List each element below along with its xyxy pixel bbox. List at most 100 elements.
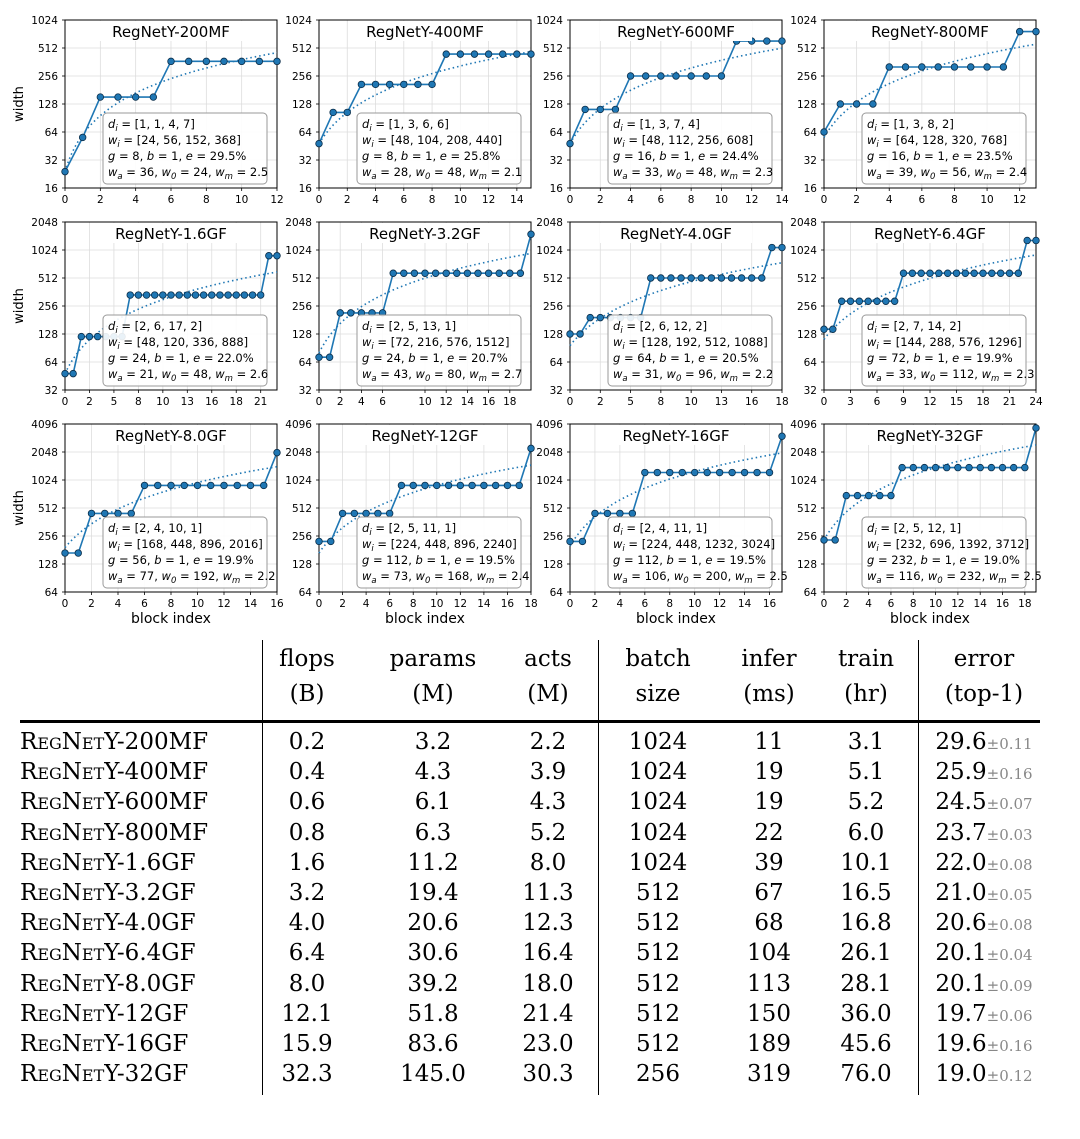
data-point [499,51,506,58]
y-tick-label: 32 [45,155,58,167]
y-tick-label: 1024 [536,475,563,487]
x-tick-label: 14 [477,598,491,610]
data-point [597,106,604,113]
column-separator [262,640,263,1095]
data-point [821,537,828,544]
data-point [999,464,1006,471]
x-tick-label: 2 [597,396,604,408]
y-tick-label: 64 [550,127,564,139]
data-point [504,482,511,489]
data-point [962,270,969,277]
y-tick-label: 128 [797,559,817,571]
data-point [208,292,215,299]
y-tick-label: 1024 [31,245,58,257]
y-tick-label: 512 [543,43,563,55]
model-name: RegNetY-200MF [20,727,208,757]
data-point [386,510,393,517]
x-axis-label: block index [131,611,211,627]
data-point [658,275,665,282]
y-tick-label: 32 [299,385,312,397]
x-tick-label: 0 [316,598,323,610]
error-std: ±0.05 [987,886,1033,904]
data-point [256,58,263,65]
data-point [951,64,958,71]
data-point [759,275,766,282]
error-std: ±0.03 [987,826,1033,844]
data-point [847,298,854,305]
data-point [1000,64,1007,71]
chart-panel: 641282565121024204840960 2 4 6 8 10 12 14 16RegN… [536,419,788,627]
x-tick-label: 0 [62,194,69,206]
data-point [94,333,101,340]
y-tick-label: 256 [543,531,563,543]
y-tick-label: 128 [38,329,58,341]
data-point [718,73,725,80]
data-point [654,469,661,476]
error-value: 22.0 [935,850,986,876]
y-tick-label: 512 [292,273,312,285]
data-point [910,464,917,471]
data-point [821,129,828,136]
data-point [274,58,281,65]
data-point [485,270,492,277]
data-point [980,270,987,277]
model-name: RegNetY-3.2GF [20,878,196,908]
x-tick-label: 10 [980,194,993,206]
data-point [668,275,675,282]
x-tick-label: 6 [168,194,175,206]
column-separator [918,640,919,1095]
data-point [567,331,574,338]
x-tick-label: 6 [919,194,926,206]
data-point [971,270,978,277]
y-tick-label: 1024 [790,15,817,27]
error-std: ±0.08 [987,916,1033,934]
x-tick-label: 8 [135,396,142,408]
data-point [708,275,715,282]
data-point [865,492,872,499]
x-tick-label: 6 [400,194,407,206]
data-point [935,64,942,71]
error-cell: 19.7±0.06 [884,999,1080,1031]
y-tick-label: 512 [38,503,58,515]
error-value: 20.6 [935,910,986,936]
error-std: ±0.06 [987,1007,1033,1025]
x-tick-label: 0 [316,396,323,408]
x-tick-label: 18 [1018,598,1031,610]
x-tick-label: 12 [713,598,726,610]
x-tick-label: 16 [745,396,759,408]
data-point [127,292,134,299]
data-point [899,464,906,471]
x-tick-label: 16 [482,396,496,408]
x-tick-label: 8 [910,598,917,610]
data-point [679,469,686,476]
param-line: g = 24, b = 1, e = 20.7% [362,351,508,365]
x-tick-label: 12 [270,194,283,206]
param-line: g = 56, b = 1, e = 19.9% [108,553,254,567]
y-tick-label: 2048 [31,447,58,459]
data-point [997,270,1004,277]
y-tick-label: 512 [38,273,58,285]
data-point [351,510,358,517]
x-tick-label: 14 [244,598,258,610]
data-point [943,464,950,471]
chart-panel: 3264128256512102420480 2 5 8 10 13 16 18RegNetY… [536,217,788,408]
data-point [192,292,199,299]
x-tick-label: 4 [886,194,893,206]
x-tick-label: 4 [363,598,370,610]
data-point [70,370,77,377]
error-value: 19.0 [935,1061,986,1087]
data-point [738,275,745,282]
y-tick-label: 512 [543,503,563,515]
data-point [469,482,476,489]
data-point [629,510,636,517]
error-value: 19.7 [935,1001,986,1027]
x-tick-label: 14 [775,194,789,206]
data-point [445,482,452,489]
y-tick-label: 512 [797,503,817,515]
x-tick-label: 14 [974,598,988,610]
y-tick-label: 64 [550,357,564,369]
chart-title: RegNetY-6.4GF [874,225,986,243]
y-tick-label: 128 [38,559,58,571]
data-point [135,292,142,299]
x-tick-label: 14 [461,396,475,408]
